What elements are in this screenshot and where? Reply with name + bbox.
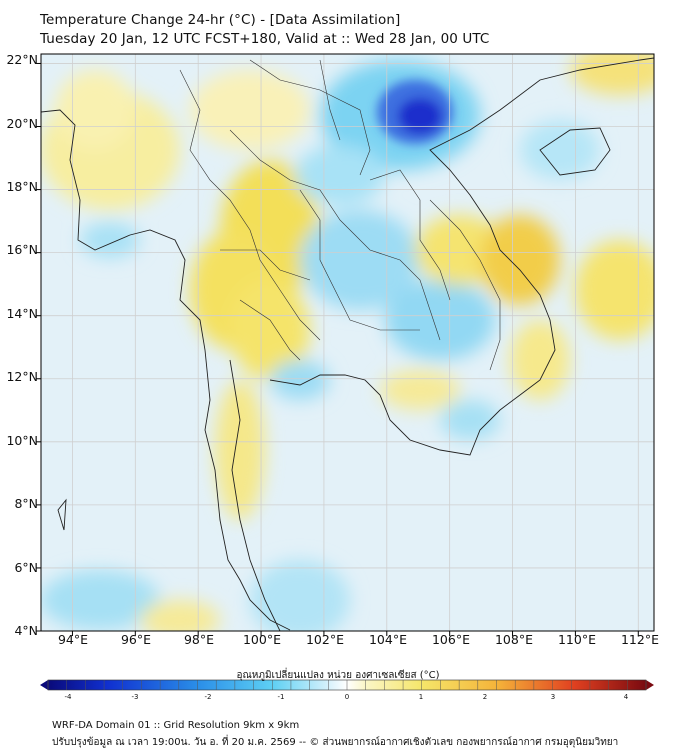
chart-title: Temperature Change 24-hr (°C) - [Data As… (40, 12, 401, 28)
lat-label: 20°N (6, 116, 38, 131)
colorbar-tick-label: 1 (418, 693, 424, 701)
lon-label: 106°E (431, 632, 470, 647)
colorbar-tick-label: 4 (623, 693, 629, 701)
colorbar-tick-label: 2 (482, 693, 488, 701)
lon-label: 104°E (368, 632, 407, 647)
lat-label: 22°N (6, 52, 38, 67)
lon-label: 94°E (57, 632, 89, 647)
cold-core (377, 80, 453, 144)
coastlines (41, 57, 654, 631)
graticule (41, 54, 654, 631)
map-frame (40, 53, 655, 632)
colorbar-min-arrow (40, 680, 48, 690)
lon-label: 102°E (305, 632, 344, 647)
lat-label: 16°N (6, 242, 38, 257)
footer-update-info: ปรับปรุงข้อมูล ณ เวลา 19:00น. วัน อ. ที่… (52, 737, 619, 748)
lat-label: 4°N (14, 623, 38, 638)
lon-label: 110°E (557, 632, 596, 647)
lon-label: 112°E (620, 632, 659, 647)
colorbar-tick-label: -2 (204, 693, 212, 701)
map-panel (41, 54, 654, 631)
colorbar-tick-label: -3 (131, 693, 139, 701)
lon-label: 98°E (183, 632, 215, 647)
footer-domain-info: WRF-DA Domain 01 :: Grid Resolution 9km … (52, 720, 300, 731)
chart-subtitle: Tuesday 20 Jan, 12 UTC FCST+180, Valid a… (40, 31, 490, 47)
lat-label: 12°N (6, 369, 38, 384)
colorbar-max-arrow (646, 680, 654, 690)
lat-label: 10°N (6, 433, 38, 448)
lat-label: 18°N (6, 179, 38, 194)
map-svg (36, 53, 655, 691)
lat-label: 6°N (14, 560, 38, 575)
temperature-field (41, 54, 654, 631)
admin-borders (179, 59, 501, 371)
colorbar-tick-label: -4 (64, 693, 72, 701)
lat-label: 14°N (6, 306, 38, 321)
colorbar-title: อุณหภูมิเปลี่ยนแปลง หน่วย องศาเซลเซียส (… (236, 670, 440, 681)
colorbar-tick-label: -1 (277, 693, 285, 701)
lon-label: 108°E (494, 632, 533, 647)
lon-label: 96°E (120, 632, 152, 647)
colorbar-tick-label: 3 (550, 693, 556, 701)
colorbar-tickmarks (47, 680, 647, 690)
colorbar-tick-label: 0 (344, 693, 350, 701)
axis-ticks (36, 62, 639, 636)
lon-label: 100°E (242, 632, 281, 647)
lat-label: 8°N (14, 496, 38, 511)
